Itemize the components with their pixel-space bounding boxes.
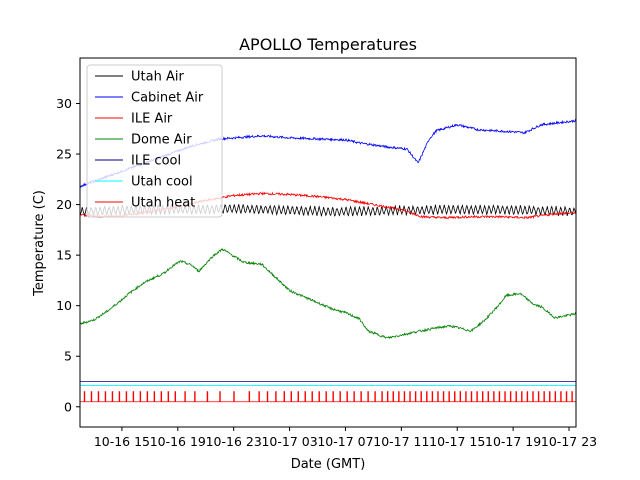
legend-label: Utah cool bbox=[131, 175, 193, 190]
y-tick-label: 5 bbox=[64, 349, 72, 364]
legend-label: Cabinet Air bbox=[131, 91, 204, 106]
x-tick-label: 10-16 19 bbox=[150, 434, 206, 449]
legend: Utah Air Cabinet Air ILE Air Dome Air ILE co… bbox=[86, 64, 223, 218]
x-tick-label: 10-17 15 bbox=[429, 434, 485, 449]
legend-item-dome-air: Dome Air bbox=[95, 133, 192, 148]
y-tick-label: 10 bbox=[56, 298, 72, 313]
legend-item-ile-air: ILE Air bbox=[95, 112, 173, 127]
y-tick-label: 20 bbox=[56, 197, 72, 212]
x-tick-label: 10-16 15 bbox=[94, 434, 150, 449]
series-utah-heat bbox=[80, 391, 576, 403]
series-dome-air bbox=[79, 248, 577, 340]
series-line-utah-heat bbox=[80, 391, 576, 403]
legend-item-utah-heat: Utah heat bbox=[95, 196, 195, 211]
x-tick-label: 10-17 07 bbox=[317, 434, 373, 449]
legend-item-utah-air: Utah Air bbox=[95, 70, 184, 85]
x-tick-label: 10-17 11 bbox=[373, 434, 429, 449]
legend-label: Utah Air bbox=[131, 70, 184, 85]
y-tick-label: 15 bbox=[56, 248, 72, 263]
legend-label: Utah heat bbox=[131, 196, 195, 211]
y-tick-label: 25 bbox=[56, 147, 72, 162]
legend-item-cabinet-air: Cabinet Air bbox=[95, 91, 204, 106]
x-tick-label: 10-17 19 bbox=[485, 434, 541, 449]
legend-item-utah-cool: Utah cool bbox=[95, 175, 193, 190]
x-tick-label: 10-16 23 bbox=[206, 434, 262, 449]
x-axis-label: Date (GMT) bbox=[291, 457, 366, 472]
legend-label: ILE cool bbox=[131, 154, 181, 169]
chart-title: APOLLO Temperatures bbox=[239, 35, 417, 54]
legend-label: Dome Air bbox=[131, 133, 192, 148]
series-line-dome-air bbox=[79, 248, 577, 340]
legend-label: ILE Air bbox=[131, 112, 173, 127]
y-tick-label: 30 bbox=[56, 96, 72, 111]
legend-item-ile-cool: ILE cool bbox=[95, 154, 181, 169]
x-tick-label: 10-17 23 bbox=[541, 434, 597, 449]
y-tick-label: 0 bbox=[64, 399, 72, 414]
legend-box bbox=[86, 64, 223, 218]
y-axis-label: Temperature (C) bbox=[32, 190, 47, 297]
x-tick-label: 10-17 03 bbox=[261, 434, 317, 449]
plot-frame bbox=[79, 57, 577, 428]
